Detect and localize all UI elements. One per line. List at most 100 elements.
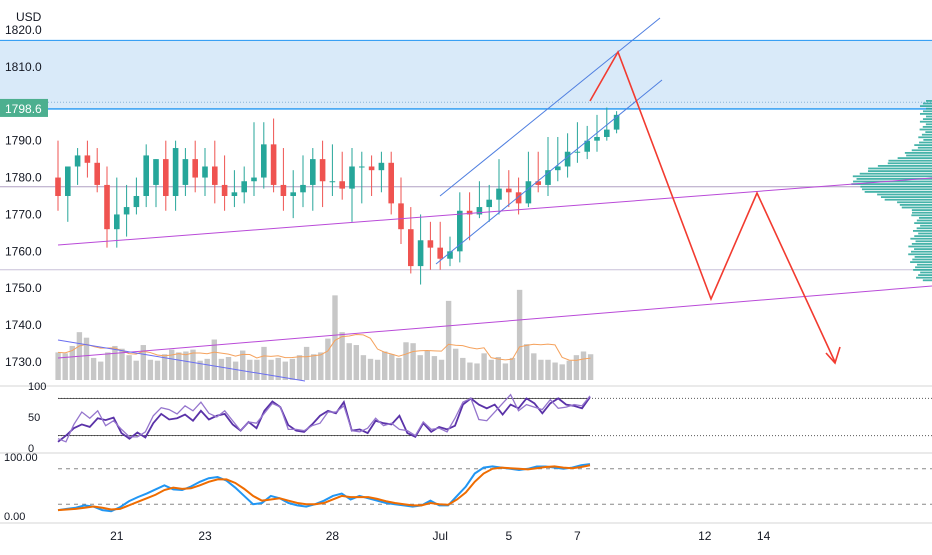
price-tick-label: 1820.0 bbox=[5, 23, 42, 37]
volume-bar bbox=[211, 339, 217, 380]
candle-body bbox=[594, 136, 600, 141]
profile-bar bbox=[917, 263, 932, 266]
stoch-tick-label: 0.00 bbox=[4, 511, 25, 523]
volume-bar bbox=[69, 345, 75, 380]
profile-bar bbox=[915, 240, 932, 243]
volume-bar bbox=[580, 351, 587, 380]
channel-upper-line bbox=[439, 17, 661, 197]
rsi-line bbox=[57, 396, 591, 443]
price-badge-bg bbox=[0, 98, 48, 117]
candle-body bbox=[143, 155, 149, 196]
candle-body bbox=[261, 144, 267, 178]
volume-bar bbox=[481, 353, 487, 380]
candle-body bbox=[574, 151, 581, 153]
profile-bar bbox=[925, 100, 932, 102]
volume-bar bbox=[247, 359, 253, 380]
volume-bar bbox=[311, 354, 317, 380]
x-tick-label: Jul bbox=[433, 529, 448, 543]
volume-bar bbox=[268, 359, 274, 380]
x-tick-label: 28 bbox=[326, 529, 340, 543]
candle-body bbox=[584, 140, 590, 152]
candle-body bbox=[290, 192, 296, 196]
profile-bar bbox=[913, 269, 932, 271]
candle-body bbox=[486, 199, 492, 208]
candle-body bbox=[368, 166, 375, 171]
profile-bar bbox=[918, 136, 932, 139]
profile-bar bbox=[922, 279, 932, 282]
volume-bar bbox=[460, 357, 466, 380]
profile-bar bbox=[925, 107, 932, 110]
profile-bar bbox=[916, 219, 932, 222]
profile-bar bbox=[918, 217, 932, 219]
candle-body bbox=[525, 181, 532, 204]
volume-bar bbox=[282, 361, 288, 380]
x-tick-label: 7 bbox=[574, 529, 581, 543]
candle-body bbox=[163, 159, 169, 196]
volume-bar bbox=[587, 354, 594, 380]
candle-body bbox=[564, 151, 571, 167]
candle-body bbox=[476, 207, 483, 215]
candle-body bbox=[133, 196, 140, 208]
stoch-tick-label: 100.00 bbox=[4, 452, 38, 464]
candle-body bbox=[349, 166, 355, 189]
profile-bar bbox=[910, 261, 932, 263]
volume-bar bbox=[417, 355, 423, 380]
x-tick-label: 12 bbox=[698, 529, 712, 543]
volume-bar bbox=[524, 344, 530, 380]
volume-bar bbox=[445, 300, 452, 380]
volume-bar bbox=[410, 343, 416, 380]
profile-bar bbox=[880, 196, 932, 198]
profile-bar bbox=[925, 123, 932, 126]
profile-bar bbox=[860, 185, 932, 188]
profile-bar bbox=[906, 154, 932, 157]
drawings-layer[interactable] bbox=[57, 17, 932, 382]
candle-body bbox=[104, 184, 110, 230]
candle-body bbox=[55, 177, 61, 196]
price-badge-label: 1798.6 bbox=[5, 102, 42, 116]
rsi-panel[interactable] bbox=[0, 385, 932, 443]
volume-bar bbox=[396, 357, 402, 380]
profile-bar bbox=[908, 245, 932, 248]
profile-bar bbox=[861, 188, 932, 191]
candle-body bbox=[319, 159, 326, 182]
price-tick-label: 1760.0 bbox=[5, 244, 42, 258]
candle-body bbox=[231, 192, 238, 196]
candle-body bbox=[123, 207, 130, 215]
volume-bar bbox=[509, 357, 516, 380]
candle-body bbox=[221, 184, 228, 196]
candle-body bbox=[417, 240, 424, 267]
candle-body bbox=[300, 184, 306, 193]
volume-bar bbox=[538, 359, 544, 380]
profile-bar bbox=[912, 211, 932, 214]
profile-bar bbox=[916, 227, 932, 230]
candle-body bbox=[114, 214, 120, 230]
candle-body bbox=[74, 155, 81, 167]
stoch-d-line bbox=[57, 464, 591, 512]
candle-body bbox=[604, 129, 610, 137]
profile-bar bbox=[914, 256, 932, 258]
stochastic-panel[interactable] bbox=[0, 452, 932, 513]
candle-body bbox=[339, 181, 345, 189]
x-tick-label: 21 bbox=[110, 529, 124, 543]
volume-bar bbox=[467, 362, 473, 380]
volume-bar bbox=[382, 351, 388, 380]
candle-body bbox=[427, 240, 434, 248]
profile-bar bbox=[920, 224, 932, 227]
candle-body bbox=[506, 188, 512, 193]
profile-bar bbox=[911, 243, 932, 245]
candle-body bbox=[182, 159, 189, 185]
profile-bar bbox=[921, 133, 932, 136]
candle-body bbox=[65, 166, 71, 196]
volume-bar bbox=[339, 332, 345, 380]
candle-body bbox=[172, 148, 179, 196]
profile-bar bbox=[923, 139, 932, 141]
candle-body bbox=[310, 159, 316, 185]
volume-bar bbox=[90, 357, 97, 380]
profile-bar bbox=[877, 165, 932, 167]
candle-body bbox=[153, 159, 159, 185]
volume-bar bbox=[403, 342, 409, 380]
volume-bar bbox=[254, 359, 260, 380]
profile-bar bbox=[914, 222, 932, 224]
